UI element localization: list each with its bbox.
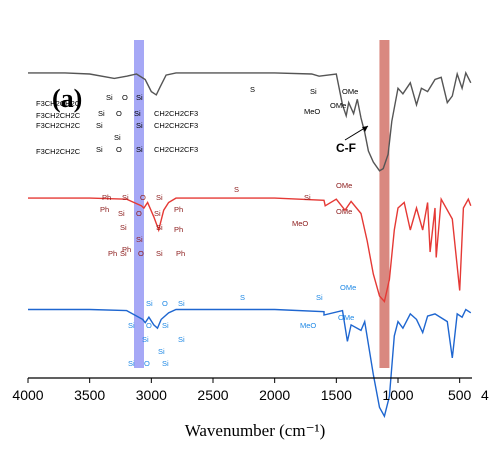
molecule-atom-label: Si <box>136 145 143 154</box>
x-tick-label: 3000 <box>136 387 167 403</box>
molecule-atom-label: Ph <box>108 249 117 258</box>
molecule-atom-label: F3CH2CH2C <box>36 121 81 130</box>
molecule-atom-label: Si <box>136 121 143 130</box>
molecule-atom-label: Si <box>128 321 135 330</box>
molecule-atom-label: Si <box>142 335 149 344</box>
molecule-atom-label: CH2CH2CF3 <box>154 109 198 118</box>
molecule-atom-label: Ph <box>174 225 183 234</box>
molecule-atom-label: Si <box>96 145 103 154</box>
molecule-atom-label: MeO <box>300 321 316 330</box>
x-tick-label: 3500 <box>74 387 105 403</box>
cf-arrowhead <box>362 126 368 132</box>
molecule-atom-label: Si <box>122 193 129 202</box>
molecule-atom-label: O <box>162 299 168 308</box>
molecule-atom-label: O <box>144 359 150 368</box>
molecule-atom-label: Ph <box>122 245 131 254</box>
molecule-atom-label: OMe <box>330 101 346 110</box>
molecule-atom-label: O <box>146 321 152 330</box>
molecule-atom-label: O <box>122 93 128 102</box>
plot-area <box>28 30 472 378</box>
molecule-atom-label: Si <box>310 87 317 96</box>
x-tick-label: 4000 <box>12 387 43 403</box>
x-tick-label: 500 <box>448 387 472 403</box>
molecule-atom-label: Si <box>128 359 135 368</box>
molecule-atom-label: Si <box>120 249 127 258</box>
molecule-atom-label: Si <box>98 109 105 118</box>
molecule-atom-label: Ph <box>174 205 183 214</box>
molecule-atom-label: F3CH2CH2C <box>36 111 81 120</box>
x-tick-label: 2500 <box>197 387 228 403</box>
molecule-atom-label: CH2CH2CF3 <box>154 145 198 154</box>
molecule-atom-label: Si <box>134 109 141 118</box>
molecule-atom-label: O <box>140 193 146 202</box>
molecule-atom-label: MeO <box>304 107 320 116</box>
molecule-atom-label: O <box>138 249 144 258</box>
molecule-atom-label: Si <box>162 321 169 330</box>
panel-label: (a) <box>52 84 82 113</box>
molecule-atom-label: Si <box>304 193 311 202</box>
molecule-atom-label: Si <box>154 209 161 218</box>
molecule-atom-label: Si <box>162 359 169 368</box>
molecule-atom-label: Si <box>316 293 323 302</box>
spectrum-line-3 <box>28 308 472 419</box>
molecule-atom-label: Ph <box>100 205 109 214</box>
molecule-atom-label: Si <box>156 193 163 202</box>
x-tick-label: 1000 <box>382 387 413 403</box>
molecule-atom-label: O <box>136 209 142 218</box>
molecule-atom-label: Ph <box>176 249 185 258</box>
molecule-atom-label: Si <box>146 299 153 308</box>
x-ticks: 4000 3500 3000 2500 2000 1500 1000 500 4 <box>12 378 489 403</box>
molecule-atom-label: Si <box>96 121 103 130</box>
molecule-atom-label: Si <box>178 299 185 308</box>
molecule-atom-label: Si <box>136 235 143 244</box>
molecule-atom-label: Si <box>106 93 113 102</box>
cf-annotation: C-F <box>336 141 356 155</box>
molecule-atom-label: OMe <box>336 181 352 190</box>
x-axis-title: Wavenumber (cm⁻¹) <box>185 421 326 440</box>
molecule-atom-label: S <box>250 85 255 94</box>
x-tick-label: 4 <box>481 387 489 403</box>
molecule-atom-label: Si <box>136 93 143 102</box>
molecule-atom-label: Si <box>118 209 125 218</box>
x-tick-label: 1500 <box>321 387 352 403</box>
molecule-atom-label: S <box>240 293 245 302</box>
x-tick-label: 2000 <box>259 387 290 403</box>
molecule-atom-label: Si <box>156 223 163 232</box>
molecule-atom-label: O <box>116 145 122 154</box>
spectra <box>28 70 472 419</box>
molecule-atom-label: MeO <box>292 219 308 228</box>
molecule-atom-label: S <box>234 185 239 194</box>
molecule-atom-label: Si <box>178 335 185 344</box>
molecule-atom-label: O <box>116 109 122 118</box>
molecule-atom-label: Si <box>156 249 163 258</box>
molecule-atom-label: OMe <box>338 313 354 322</box>
molecule-atom-label: Si <box>158 347 165 356</box>
molecule-atom-label: OMe <box>340 283 356 292</box>
molecule-atom-label: Si <box>114 133 121 142</box>
molecule-atom-label: OMe <box>336 207 352 216</box>
highlight-band-2 <box>379 40 390 368</box>
molecule-bottom: Si O Si S Si OMe OMe MeO Si O Si Si Si Si Si O Si <box>128 283 356 368</box>
molecule-atom-label: F3CH2CH2C <box>36 147 81 156</box>
molecule-atom-label: F3CH2CH2C <box>36 99 81 108</box>
molecule-atom-label: Si <box>120 223 127 232</box>
molecule-atom-label: OMe <box>342 87 358 96</box>
spectrum-line-2 <box>28 196 472 303</box>
spectrum-line-1 <box>28 70 472 172</box>
molecule-atom-label: Ph <box>102 193 111 202</box>
molecule-atom-label: CH2CH2CF3 <box>154 121 198 130</box>
